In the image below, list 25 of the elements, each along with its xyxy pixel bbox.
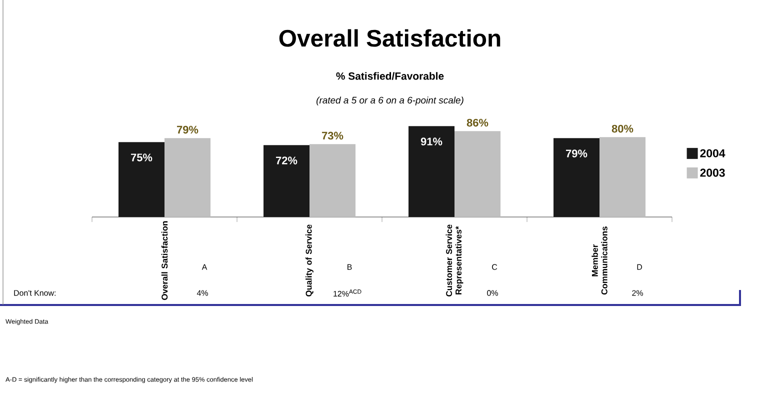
bar — [164, 138, 211, 217]
data-label: 75% — [131, 154, 152, 162]
chart-subtitle: % Satisfied/Favorable — [336, 72, 444, 80]
bar — [310, 144, 356, 217]
bar — [264, 145, 310, 217]
data-label: 79% — [177, 126, 198, 134]
text: (rated a 5 or a 6 on a 6-point scale) — [316, 96, 464, 106]
data-label: 73% — [322, 132, 344, 140]
data-label: 91% — [420, 138, 442, 146]
bar — [408, 126, 455, 217]
bar — [454, 131, 501, 217]
x-tick-label: Customer Service Representatives* — [446, 224, 464, 296]
bar — [600, 137, 646, 217]
legend-label: 2004 — [700, 149, 726, 158]
x-tick-label: Quality of Service — [306, 224, 314, 296]
data-label: 80% — [612, 124, 634, 133]
x-tick-label: Member Communications — [592, 226, 608, 295]
chart-title: Overall Satisfaction — [279, 29, 500, 47]
data-label: 79% — [566, 150, 588, 158]
x-tick-label: Overall Satisfaction — [161, 221, 168, 300]
legend-label: 2003 — [700, 168, 725, 177]
data-label: 72% — [276, 156, 298, 164]
data-label: 86% — [466, 118, 488, 127]
bar — [554, 138, 600, 217]
bar — [118, 142, 165, 217]
